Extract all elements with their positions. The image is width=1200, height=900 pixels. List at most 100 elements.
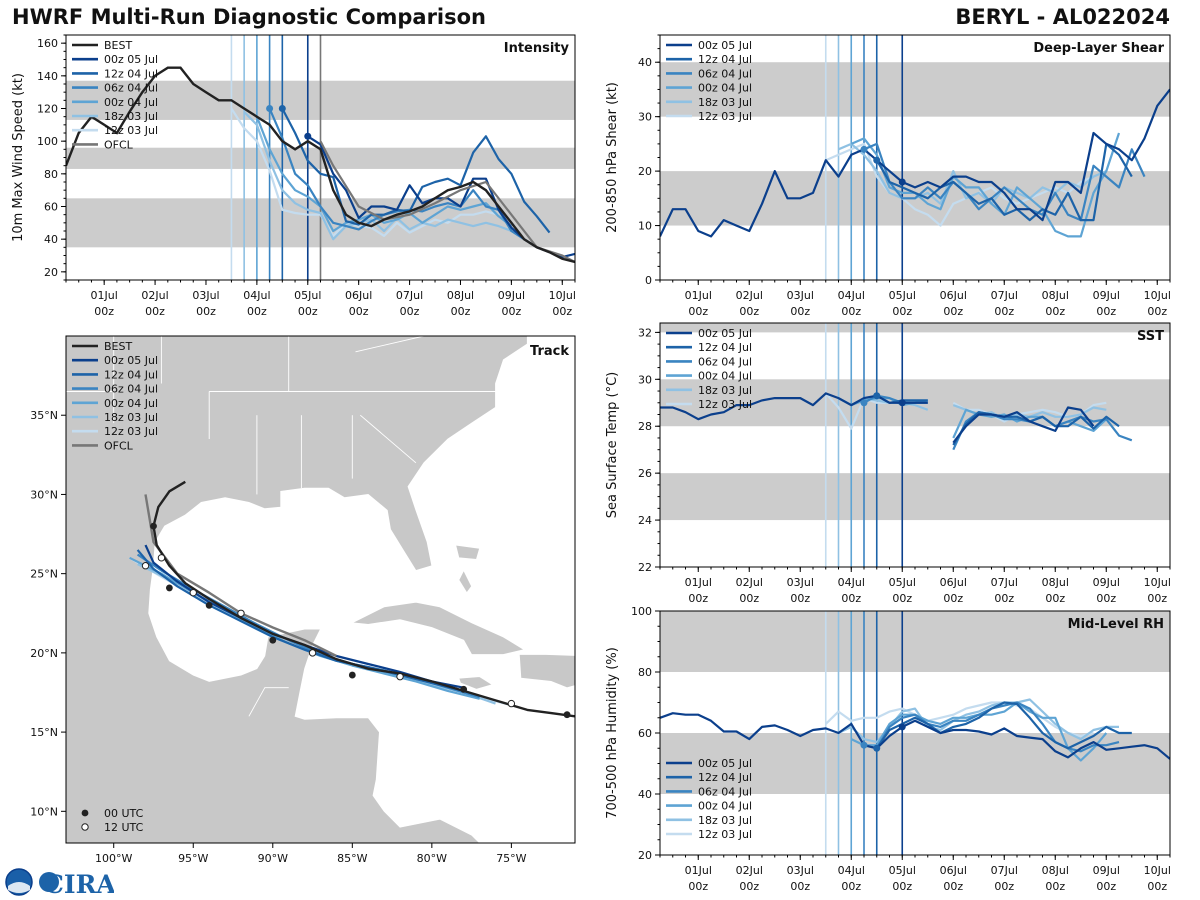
panel-shear: 0 10 20 30 40 01Jul 00z 02Jul 00z 03Jul 00z 04Jul 00…: [605, 34, 1171, 318]
x-tick-label: 03Jul: [787, 576, 814, 589]
y-tick-label: 26: [638, 467, 652, 480]
x-tick-label: 10Jul: [1144, 864, 1171, 877]
init-marker: [898, 723, 906, 731]
legend-entry: 00 UTC: [104, 807, 144, 820]
panel-title: Mid-Level RH: [1068, 617, 1164, 632]
x-tick-label: 05Jul: [889, 289, 916, 302]
x-tick-label: 09Jul: [1093, 289, 1120, 302]
y-tick-label: 20: [638, 165, 652, 178]
legend-entry: OFCL: [104, 138, 134, 151]
legend-entry: 00z 05 Jul: [104, 354, 158, 367]
shade-band: [660, 323, 1170, 333]
x-tick-label-hour: 00z: [400, 305, 420, 318]
y-tick-label: 25°N: [30, 568, 58, 581]
border-line: [360, 414, 417, 464]
x-tick-label: 02Jul: [736, 576, 763, 589]
x-tick-label: 01Jul: [91, 289, 118, 302]
y-tick-label: 20: [44, 266, 58, 279]
y-tick-label: 20°N: [30, 647, 58, 660]
y-axis-label: 10m Max Wind Speed (kt): [11, 73, 26, 242]
x-tick-label: 75°W: [496, 852, 526, 865]
init-marker: [898, 399, 906, 407]
x-tick-label: 10Jul: [1144, 289, 1171, 302]
legend-entry: 12z 03 Jul: [104, 425, 158, 438]
x-tick-label-hour: 00z: [892, 592, 912, 605]
init-marker: [860, 741, 868, 749]
x-tick-label: 04Jul: [838, 289, 865, 302]
x-tick-label: 09Jul: [1093, 864, 1120, 877]
x-tick-label-hour: 00z: [1045, 880, 1065, 893]
legend-entry: 12z 03 Jul: [698, 398, 752, 411]
legend-entry: 00z 04 Jul: [698, 370, 752, 383]
y-axis-label: 700-500 hPa Humidity (%): [605, 647, 620, 819]
legend-entry: 00z 05 Jul: [698, 757, 752, 770]
legend-entry: 12 UTC: [104, 821, 144, 834]
marker-00utc: [150, 522, 157, 530]
x-tick-label: 01Jul: [685, 576, 712, 589]
x-tick-label-hour: 00z: [994, 880, 1014, 893]
series-00z-05-Jul: [660, 392, 1095, 444]
y-tick-label: 40: [44, 233, 58, 246]
init-marker: [873, 744, 881, 752]
y-tick-label: 32: [638, 326, 652, 339]
x-tick-label: 80°W: [417, 852, 447, 865]
land-bahamas: [455, 544, 481, 560]
x-tick-label: 02Jul: [736, 864, 763, 877]
land-jamaica: [458, 676, 494, 690]
shade-band: [660, 733, 1170, 794]
x-tick-label: 07Jul: [396, 289, 423, 302]
x-tick-label-hour: 00z: [994, 305, 1014, 318]
x-tick-label-hour: 00z: [1096, 305, 1116, 318]
logo-text: CIRA: [44, 870, 114, 898]
x-tick-label: 06Jul: [940, 289, 967, 302]
legend-entry: BEST: [104, 39, 132, 52]
x-tick-label-hour: 00z: [1147, 592, 1167, 605]
x-tick-label-hour: 00z: [892, 305, 912, 318]
y-tick-label: 30: [638, 111, 652, 124]
series-18z-03-Jul: [243, 111, 512, 241]
main-title: HWRF Multi-Run Diagnostic Comparison: [12, 5, 487, 29]
x-tick-label-hour: 00z: [739, 880, 759, 893]
x-tick-label: 05Jul: [889, 864, 916, 877]
x-tick-label-hour: 00z: [688, 305, 708, 318]
series-12z-04-Jul: [281, 107, 551, 234]
x-tick-label-hour: 00z: [247, 305, 267, 318]
x-tick-label-hour: 00z: [739, 592, 759, 605]
x-tick-label: 10Jul: [1144, 576, 1171, 589]
x-tick-label-hour: 00z: [943, 592, 963, 605]
panel-title: Intensity: [504, 41, 570, 56]
x-tick-label: 03Jul: [787, 289, 814, 302]
legend-entry: 18z 03 Jul: [698, 96, 752, 109]
x-tick-label: 09Jul: [498, 289, 525, 302]
land-bahamas-andros: [458, 569, 473, 594]
x-tick-label-hour: 00z: [790, 592, 810, 605]
x-tick-label: 04Jul: [838, 864, 865, 877]
legend-entry: 06z 04 Jul: [104, 383, 158, 396]
land-cuba: [350, 601, 526, 655]
y-tick-label: 40: [638, 788, 652, 801]
x-tick-label: 04Jul: [243, 289, 270, 302]
x-tick-label: 07Jul: [991, 289, 1018, 302]
y-tick-label: 160: [37, 37, 58, 50]
series-06z-04-Jul: [863, 142, 1146, 222]
x-tick-label-hour: 00z: [841, 880, 861, 893]
x-tick-label: 02Jul: [141, 289, 168, 302]
panel-track: 10°N 15°N 20°N 25°N 30°N 35°N 100°W 95°W 90°W 85°…: [30, 335, 576, 865]
x-tick-label: 08Jul: [1042, 576, 1069, 589]
legend-entry: 12z 04 Jul: [104, 67, 158, 80]
shade-band: [660, 611, 1170, 672]
y-tick-label: 100: [631, 605, 652, 618]
series-12z-04-Jul: [875, 142, 1133, 222]
marker-00utc: [460, 685, 468, 693]
y-tick-label: 140: [37, 70, 58, 83]
plot-area-shear: [660, 35, 1170, 280]
x-tick-label: 06Jul: [345, 289, 372, 302]
legend-entry: 12z 03 Jul: [698, 828, 752, 841]
x-tick-label-hour: 00z: [94, 305, 114, 318]
init-marker: [873, 156, 881, 164]
axes-frame: [65, 335, 576, 844]
legend-entry: 06z 04 Jul: [698, 355, 752, 368]
x-tick-label-hour: 00z: [841, 305, 861, 318]
y-tick-label: 10: [638, 220, 652, 233]
